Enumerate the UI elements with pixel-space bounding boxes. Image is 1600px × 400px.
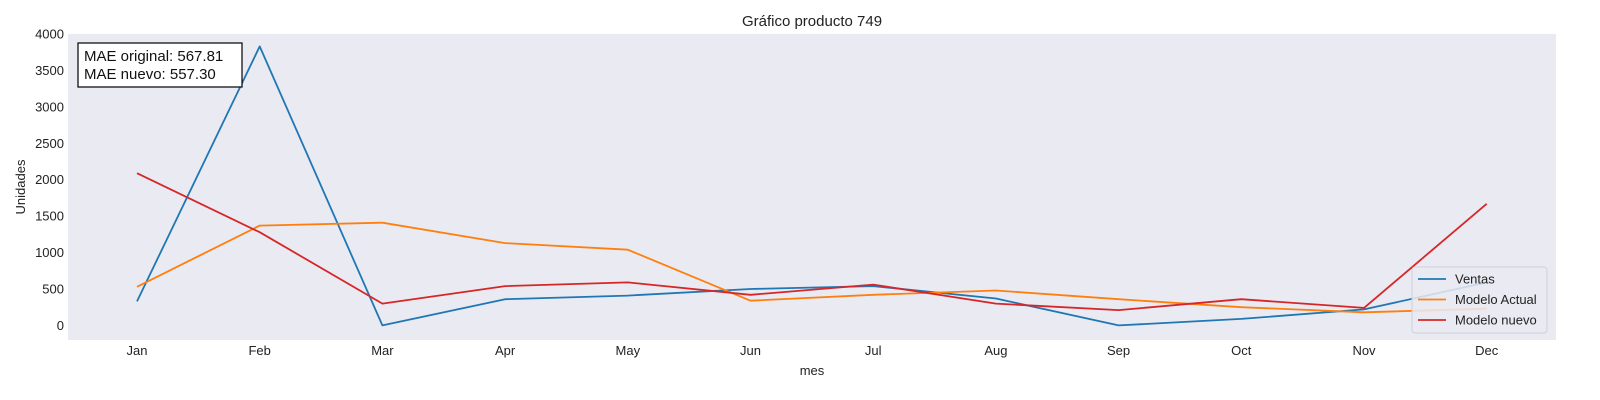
legend-label: Modelo Actual bbox=[1455, 292, 1537, 307]
y-tick-label: 1500 bbox=[35, 209, 64, 224]
x-tick-label: Sep bbox=[1107, 343, 1130, 358]
y-tick-label: 4000 bbox=[35, 27, 64, 42]
annotation-line: MAE nuevo: 557.30 bbox=[84, 66, 216, 83]
series-lines bbox=[136, 45, 1488, 327]
legend-box bbox=[1411, 266, 1548, 334]
x-tick-label: Oct bbox=[1231, 343, 1252, 358]
x-tick-label: Apr bbox=[495, 343, 516, 358]
y-tick-label: 500 bbox=[42, 282, 64, 297]
x-tick-label: Nov bbox=[1352, 343, 1376, 358]
plot-area bbox=[68, 34, 1556, 340]
x-tick-label: May bbox=[616, 343, 641, 358]
x-tick-label: Dec bbox=[1475, 343, 1499, 358]
x-axis-label: mes bbox=[800, 363, 825, 378]
mae-annotation: MAE original: 567.81 MAE nuevo: 557.30 bbox=[77, 42, 243, 88]
y-tick-label: 3000 bbox=[35, 99, 64, 114]
legend: Ventas Modelo Actual Modelo nuevo bbox=[1411, 266, 1548, 334]
y-axis-ticks: 0 500 1000 1500 2000 2500 3000 3500 4000 bbox=[35, 27, 64, 333]
legend-label: Ventas bbox=[1455, 272, 1495, 287]
legend-label: Modelo nuevo bbox=[1455, 313, 1537, 328]
y-tick-label: 0 bbox=[57, 318, 64, 333]
x-tick-label: Jan bbox=[127, 343, 148, 358]
series-line bbox=[136, 221, 1487, 314]
series-line bbox=[136, 45, 1487, 327]
chart-title: Gráfico producto 749 bbox=[742, 13, 882, 30]
x-tick-label: Jul bbox=[865, 343, 882, 358]
x-tick-label: Feb bbox=[248, 343, 270, 358]
y-tick-label: 1000 bbox=[35, 245, 64, 260]
y-axis-label: Unidades bbox=[13, 159, 28, 214]
y-tick-label: 2000 bbox=[35, 172, 64, 187]
x-tick-label: Mar bbox=[371, 343, 394, 358]
annotation-box bbox=[77, 42, 243, 88]
x-tick-label: Aug bbox=[984, 343, 1007, 358]
annotation-line: MAE original: 567.81 bbox=[84, 48, 223, 65]
x-tick-label: Jun bbox=[740, 343, 761, 358]
y-tick-label: 3500 bbox=[35, 63, 64, 78]
series-line bbox=[136, 172, 1488, 312]
x-axis-ticks: Jan Feb Mar Apr May Jun Jul Aug Sep Oct Nov Dec bbox=[127, 343, 1499, 358]
y-tick-label: 2500 bbox=[35, 136, 64, 151]
